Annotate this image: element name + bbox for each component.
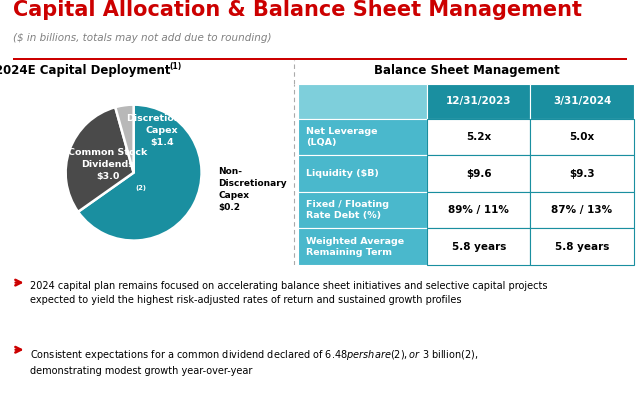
Bar bbox=[427, 119, 531, 155]
Text: 3/31/2024: 3/31/2024 bbox=[553, 97, 611, 106]
Text: Common Stock
Dividends
$3.0: Common Stock Dividends $3.0 bbox=[68, 148, 147, 181]
Text: Liquidity ($B): Liquidity ($B) bbox=[306, 169, 379, 178]
Text: 12/31/2023: 12/31/2023 bbox=[446, 97, 511, 106]
Wedge shape bbox=[78, 105, 202, 240]
Text: Net Leverage
(LQA): Net Leverage (LQA) bbox=[306, 127, 378, 147]
Text: 2024 capital plan remains focused on accelerating balance sheet initiatives and : 2024 capital plan remains focused on acc… bbox=[30, 281, 548, 305]
Text: 5.0x: 5.0x bbox=[570, 132, 595, 142]
Text: 2024E Capital Deployment: 2024E Capital Deployment bbox=[0, 64, 171, 77]
Text: ($ in billions, totals may not add due to rounding): ($ in billions, totals may not add due t… bbox=[13, 33, 271, 43]
Bar bbox=[531, 192, 634, 229]
Text: $9.3: $9.3 bbox=[569, 169, 595, 178]
Text: 87% / 13%: 87% / 13% bbox=[552, 205, 612, 215]
Text: 89% / 11%: 89% / 11% bbox=[448, 205, 509, 215]
Text: Non-
Discretionary
Capex
$0.2: Non- Discretionary Capex $0.2 bbox=[219, 167, 287, 212]
Wedge shape bbox=[115, 105, 134, 173]
Bar bbox=[298, 84, 427, 119]
Bar bbox=[427, 229, 531, 265]
Text: 5.8 years: 5.8 years bbox=[451, 242, 506, 252]
Text: 5.8 years: 5.8 years bbox=[555, 242, 609, 252]
Bar bbox=[531, 119, 634, 155]
Bar bbox=[298, 155, 427, 192]
Bar bbox=[427, 155, 531, 192]
Bar bbox=[298, 192, 427, 229]
Bar bbox=[427, 84, 531, 119]
Wedge shape bbox=[66, 107, 134, 212]
Text: (1): (1) bbox=[170, 62, 182, 71]
Text: (2): (2) bbox=[135, 185, 146, 191]
Bar bbox=[531, 155, 634, 192]
Text: Weighted Average
Remaining Term: Weighted Average Remaining Term bbox=[306, 237, 404, 257]
Bar bbox=[298, 229, 427, 265]
Bar bbox=[427, 192, 531, 229]
Text: Capital Allocation & Balance Sheet Management: Capital Allocation & Balance Sheet Manag… bbox=[13, 0, 582, 20]
Text: Balance Sheet Management: Balance Sheet Management bbox=[374, 64, 560, 77]
Text: $9.6: $9.6 bbox=[466, 169, 492, 178]
Bar bbox=[298, 119, 427, 155]
Text: 5.2x: 5.2x bbox=[466, 132, 492, 142]
Text: Fixed / Floating
Rate Debt (%): Fixed / Floating Rate Debt (%) bbox=[306, 200, 389, 220]
Text: Consistent expectations for a common dividend declared of $6.48 per share(2), or: Consistent expectations for a common div… bbox=[30, 348, 479, 376]
Text: Discretionary
Capex
$1.4: Discretionary Capex $1.4 bbox=[126, 114, 198, 147]
Bar bbox=[531, 229, 634, 265]
Bar bbox=[531, 84, 634, 119]
